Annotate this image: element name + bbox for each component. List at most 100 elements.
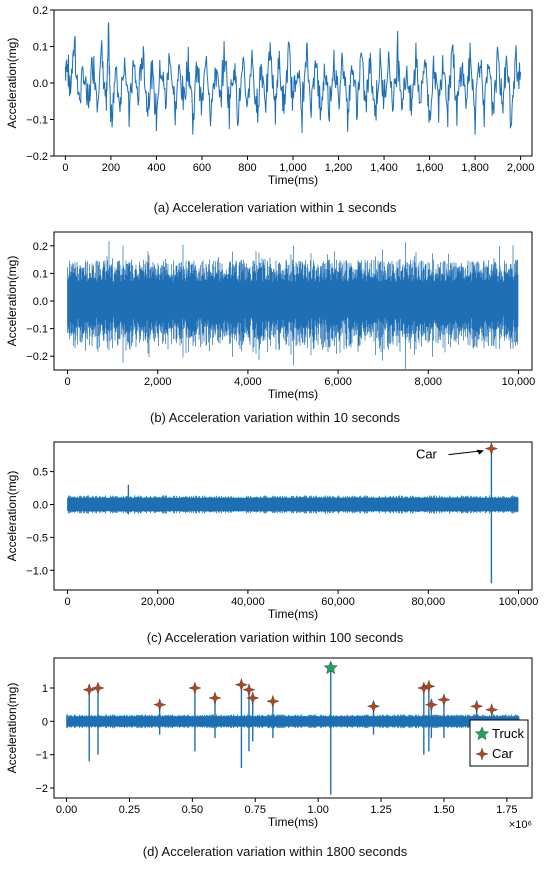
x-tick-label: 40,000 [231, 596, 265, 608]
panel-a: 0 200 400 600 800 1,000 1,200 1,400 1,600 1,800 2,… [0, 0, 550, 220]
y-tick-label: −1.0 [26, 565, 48, 577]
y-tick-label: −0.2 [26, 151, 48, 163]
car-marker [208, 691, 222, 705]
chart-a: 0 200 400 600 800 1,000 1,200 1,400 1,600 1,800 2,… [5, 5, 535, 187]
signal-trace [66, 714, 519, 729]
panel-b: 0 2,000 4,000 6,000 8,000 10,000 −0.2 −0.1 0.0 0.… [0, 224, 550, 425]
legend-car-label: Car [492, 746, 514, 761]
car-marker [484, 441, 499, 456]
x-tick-label: 800 [238, 162, 256, 174]
x-tick-label: 0.75 [245, 804, 266, 816]
x-tick-label: 1,400 [370, 162, 398, 174]
legend-truck-label: Truck [492, 726, 525, 741]
y-tick-label: 0.1 [33, 268, 48, 280]
plot-frame [53, 441, 533, 591]
caption-c: (c) Acceleration variation within 100 se… [146, 630, 404, 645]
x-tick-label: 1,200 [325, 162, 353, 174]
y-tick-label: 0.0 [33, 499, 48, 511]
y-axis-label: Acceleration(mg) [5, 256, 19, 347]
series-line [64, 22, 522, 135]
x-tick-label: 8,000 [415, 376, 443, 388]
car-marker [242, 683, 256, 697]
car-marker [188, 681, 202, 695]
car-marker [485, 703, 499, 717]
y-axis-label: Acceleration(mg) [5, 471, 19, 562]
car-marker [153, 698, 167, 712]
caption-d: (d) Acceleration variation within 1800 s… [142, 844, 408, 859]
x-tick-label: 2,000 [144, 376, 172, 388]
y-tick-label: 0.1 [33, 42, 48, 54]
x-tick-label: 1,800 [461, 162, 489, 174]
x-tick-label: 400 [147, 162, 165, 174]
x-tick-label: 10,000 [502, 376, 536, 388]
panel-c: 0 20,000 40,000 60,000 80,000 100,000 −1.0 −0.5… [0, 434, 550, 649]
x-tick-label: 0 [64, 596, 70, 608]
x-axis-label: Time(ms) [268, 173, 318, 187]
car-marker [91, 681, 105, 695]
x-tick-label: 4,000 [234, 376, 262, 388]
x-tick-label: 100,000 [499, 596, 539, 608]
x-tick-label: 20,000 [141, 596, 175, 608]
x-tick-label: 600 [193, 162, 211, 174]
x-tick-label: 0.25 [119, 804, 140, 816]
x-axis-label: Time(ms) [268, 815, 318, 829]
x-tick-label: 1.25 [370, 804, 391, 816]
plot-frame [53, 657, 533, 799]
legend-box [469, 719, 529, 767]
x-tick-label: 0 [62, 162, 68, 174]
y-tick-label: 0.2 [33, 241, 48, 253]
caption-b: (b) Acceleration variation within 10 sec… [149, 410, 401, 425]
x-tick-label: 6,000 [324, 376, 352, 388]
chart-c: 0 20,000 40,000 60,000 80,000 100,000 −1.0 −0.5… [5, 441, 539, 621]
x-tick-label: 1.75 [496, 804, 517, 816]
y-tick-label: −0.1 [26, 115, 48, 127]
y-tick-label: 0.5 [33, 467, 48, 479]
car-marker [437, 693, 451, 707]
y-tick-label: 0 [42, 716, 48, 728]
y-tick-label: −0.2 [26, 351, 48, 363]
car-marker [234, 678, 249, 692]
truck-marker [323, 660, 338, 675]
x-tick-label: 1,600 [416, 162, 444, 174]
caption-a: (a) Acceleration variation within 1 seco… [153, 200, 397, 215]
chart-d: 0.00 0.25 0.50 0.75 1.00 1.25 1.50 1.75 −2 −1 0 1 Ti… [5, 657, 533, 831]
y-tick-label: −0.5 [26, 532, 48, 544]
x-multiplier: ×10⁶ [509, 819, 532, 831]
x-tick-label: 0.50 [182, 804, 203, 816]
x-tick-label: 60,000 [321, 596, 355, 608]
x-tick-label: 1.50 [433, 804, 454, 816]
car-marker [82, 683, 96, 697]
y-tick-label: −1 [35, 750, 48, 762]
x-tick-label: 2,000 [507, 162, 535, 174]
y-tick-label: 0.0 [33, 78, 48, 90]
car-marker [470, 699, 484, 713]
legend-car-icon [475, 747, 489, 761]
series-line [67, 241, 519, 369]
legend-truck-icon [474, 726, 490, 741]
x-axis-label: Time(ms) [268, 607, 318, 621]
x-tick-label: 1,000 [279, 162, 307, 174]
y-tick-label: 1 [42, 683, 48, 695]
car-marker [422, 679, 436, 693]
annotation-label: Car [416, 447, 438, 462]
chart-b: 0 2,000 4,000 6,000 8,000 10,000 −0.2 −0.1 0.0 0.… [5, 231, 536, 401]
x-axis-label: Time(ms) [268, 387, 318, 401]
annotation-arrowhead [476, 449, 484, 455]
y-tick-label: 0.2 [33, 5, 48, 17]
y-tick-label: −0.1 [26, 324, 48, 336]
x-tick-label: 0.00 [56, 804, 77, 816]
car-marker [266, 694, 280, 708]
x-tick-label: 0 [64, 376, 70, 388]
car-marker [366, 699, 381, 713]
x-tick-label: 1.00 [307, 804, 328, 816]
y-tick-label: −2 [35, 783, 48, 795]
car-marker [424, 698, 439, 712]
signal-trace [67, 495, 518, 514]
x-tick-label: 200 [102, 162, 120, 174]
panel-d: 0.00 0.25 0.50 0.75 1.00 1.25 1.50 1.75 −2 −1 0 1 Ti… [0, 652, 550, 869]
y-axis-label: Acceleration(mg) [5, 38, 19, 129]
x-tick-label: 80,000 [411, 596, 445, 608]
car-marker [246, 691, 260, 705]
y-axis-label: Acceleration(mg) [5, 683, 19, 774]
y-tick-label: 0.0 [33, 296, 48, 308]
